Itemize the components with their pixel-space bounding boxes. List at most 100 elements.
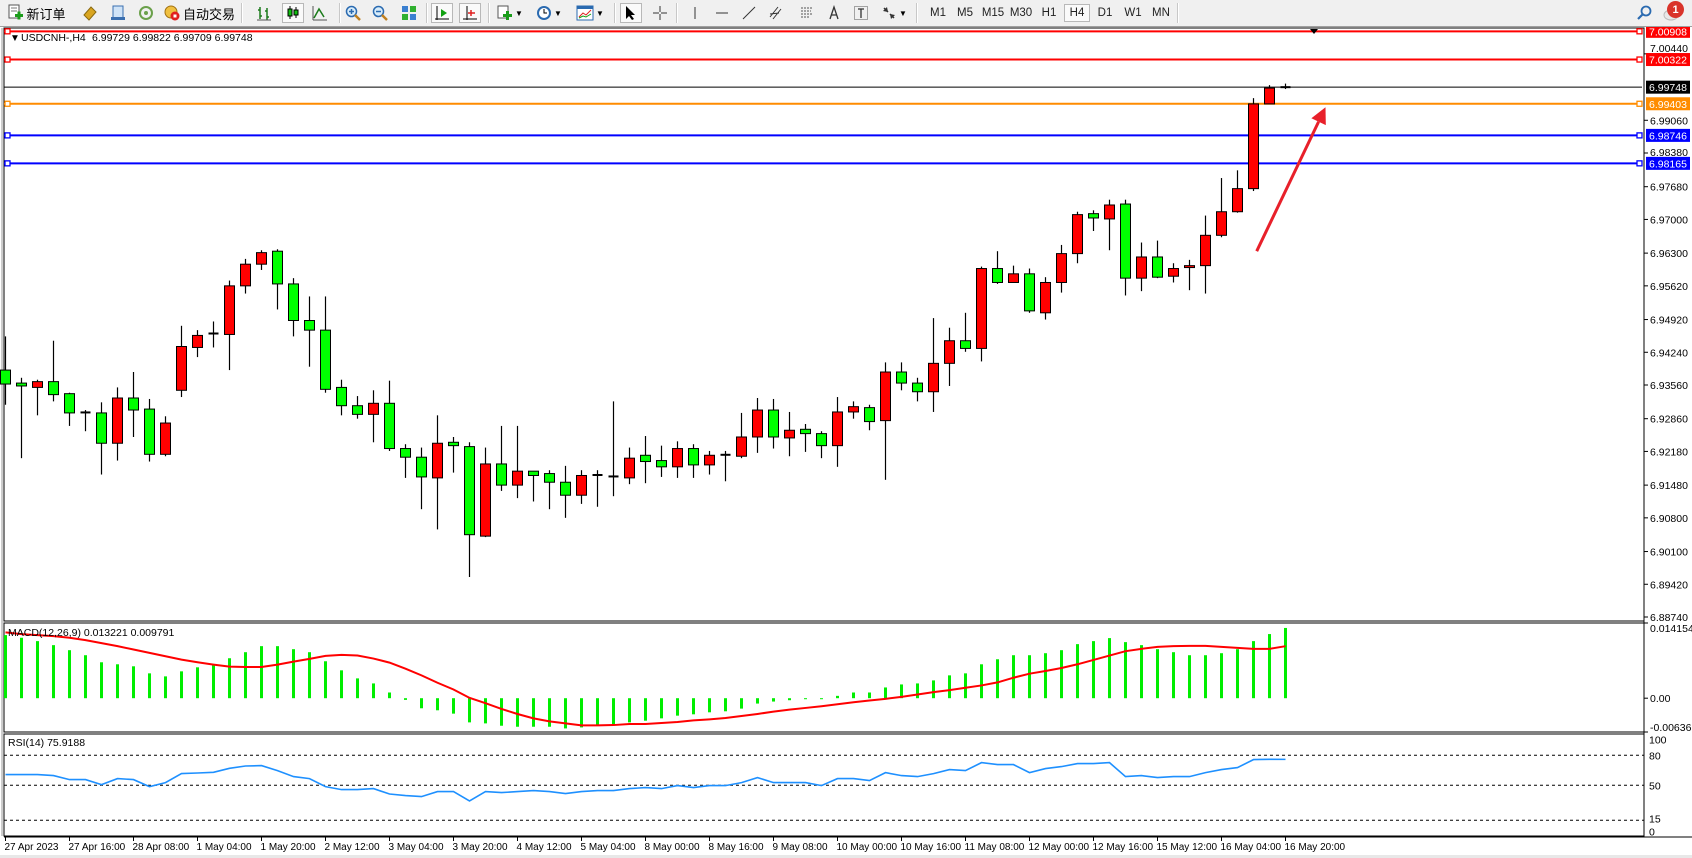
timeframe-mn[interactable]: MN <box>1152 7 1170 19</box>
line-handle <box>4 28 11 35</box>
timeframe-m30[interactable]: M30 <box>1009 7 1033 19</box>
time-axis-label: 11 May 08:00 <box>965 842 1025 853</box>
cursor-tool-button[interactable] <box>620 3 642 23</box>
candlestick-chart-button[interactable] <box>282 3 304 23</box>
text-label-tool-button[interactable] <box>851 3 871 23</box>
macd-histogram-bar <box>308 652 311 699</box>
line-handle <box>1636 100 1643 107</box>
line-handle <box>4 100 11 107</box>
candle <box>1008 265 1019 283</box>
time-axis-label: 16 May 04:00 <box>1221 842 1282 853</box>
price-tick-label: 6.92860 <box>1650 414 1688 426</box>
macd-histogram-bar <box>788 698 791 701</box>
price-tick-label: 6.97000 <box>1650 214 1688 226</box>
macd-histogram-bar <box>964 673 967 699</box>
candle-body <box>704 454 715 466</box>
timeframe-h1[interactable]: H1 <box>1041 7 1057 19</box>
timeframe-d1[interactable]: D1 <box>1097 7 1113 19</box>
tile-windows-button[interactable] <box>399 3 419 23</box>
price-tick-label: 7.00440 <box>1650 43 1688 55</box>
time-axis-label: 27 Apr 2023 <box>5 842 59 853</box>
timeframe-m15[interactable]: M15 <box>981 7 1005 19</box>
candle-body <box>64 393 75 414</box>
macd-histogram-bar <box>596 698 599 726</box>
macd-histogram-bar <box>468 698 471 723</box>
navigator-button[interactable] <box>108 3 128 23</box>
candle <box>1120 199 1131 296</box>
macd-histogram-bar <box>1044 653 1047 699</box>
candle <box>416 447 427 510</box>
annotation-arrow-shaft <box>1255 121 1320 252</box>
candle <box>176 325 187 398</box>
timeframe-w1[interactable]: W1 <box>1124 7 1142 19</box>
candle-body <box>1136 256 1147 279</box>
candle <box>1040 277 1051 320</box>
crosshair-tool-button[interactable] <box>650 3 670 23</box>
trendline-tool-button[interactable] <box>739 3 759 23</box>
macd-histogram-bar <box>692 698 695 715</box>
candle <box>448 436 459 473</box>
macd-histogram-bar <box>708 698 711 713</box>
periods-button[interactable]: ▼ <box>533 3 565 23</box>
candle <box>704 450 715 475</box>
candle <box>256 250 267 270</box>
candle <box>928 318 939 412</box>
timeframe-h4[interactable]: H4 <box>1064 4 1090 22</box>
candle <box>752 397 763 453</box>
toolbar: 新订单 自动交易 ▼ ▼ ▼ ▼ M1 M5 M15 M30 H1 H4 D1 W1 MN 1 <box>0 0 1692 27</box>
macd-histogram-bar <box>836 695 839 699</box>
time-axis-label: 1 May 04:00 <box>197 842 252 853</box>
arrows-tool-button[interactable]: ▼ <box>878 3 910 23</box>
market-watch-button[interactable] <box>80 3 100 23</box>
rsi-axis-label: 50 <box>1649 780 1661 792</box>
fibonacci-tool-button[interactable] <box>797 3 817 23</box>
macd-histogram-bar <box>628 698 631 723</box>
zoom-out-button[interactable] <box>370 3 390 23</box>
search-button[interactable] <box>1634 3 1654 23</box>
candle <box>720 450 731 482</box>
candle <box>336 379 347 416</box>
candle <box>976 266 987 362</box>
toolbar-separator <box>614 3 616 23</box>
templates-button[interactable]: ▼ <box>573 3 607 23</box>
indicators-button[interactable]: ▼ <box>494 3 526 23</box>
zoom-in-button[interactable] <box>343 3 363 23</box>
candle <box>944 327 955 386</box>
bar-chart-button[interactable] <box>254 3 274 23</box>
price-line-label-bg <box>1646 97 1690 111</box>
candle-body <box>928 362 939 393</box>
candle-body <box>976 268 987 349</box>
price-line-label-bg <box>1646 27 1690 38</box>
candle-body <box>1232 188 1243 213</box>
candle-body <box>1216 211 1227 236</box>
navigator-icon <box>111 5 125 20</box>
candle <box>464 442 475 578</box>
line-handle <box>1636 56 1643 63</box>
chart-collapse-triangle[interactable]: ▼ <box>10 33 20 44</box>
auto-scroll-button[interactable] <box>431 3 453 23</box>
chart-shift-button[interactable] <box>459 3 481 23</box>
vertical-line-tool-button[interactable] <box>685 3 705 23</box>
equidistant-channel-tool-button[interactable] <box>766 3 786 23</box>
line-handle <box>1636 28 1643 35</box>
chart-window[interactable]: 7.00440 6.99060 6.98380 6.97680 6.97000 6.963… <box>0 27 1692 855</box>
macd-histogram-bar <box>404 698 407 700</box>
horizontal-line-tool-button[interactable] <box>712 3 732 23</box>
macd-histogram-bar <box>1220 653 1223 699</box>
timeframe-m1[interactable]: M1 <box>930 7 946 19</box>
macd-histogram-bar <box>868 692 871 699</box>
macd-histogram-bar <box>164 676 167 699</box>
main-price-panel <box>3 27 1645 622</box>
crosshair-icon <box>653 6 667 20</box>
template-icon <box>576 5 594 21</box>
candle <box>800 423 811 452</box>
text-tool-button[interactable] <box>824 3 844 23</box>
new-order-button[interactable]: 新订单 <box>6 3 68 23</box>
timeframe-m5[interactable]: M5 <box>957 7 973 19</box>
toolbar-separator <box>1177 3 1179 23</box>
auto-trading-button[interactable]: 自动交易 <box>161 3 237 23</box>
line-chart-button[interactable] <box>310 3 330 23</box>
text-icon <box>829 5 839 20</box>
signals-button[interactable] <box>136 3 156 23</box>
candle-body <box>448 441 459 447</box>
